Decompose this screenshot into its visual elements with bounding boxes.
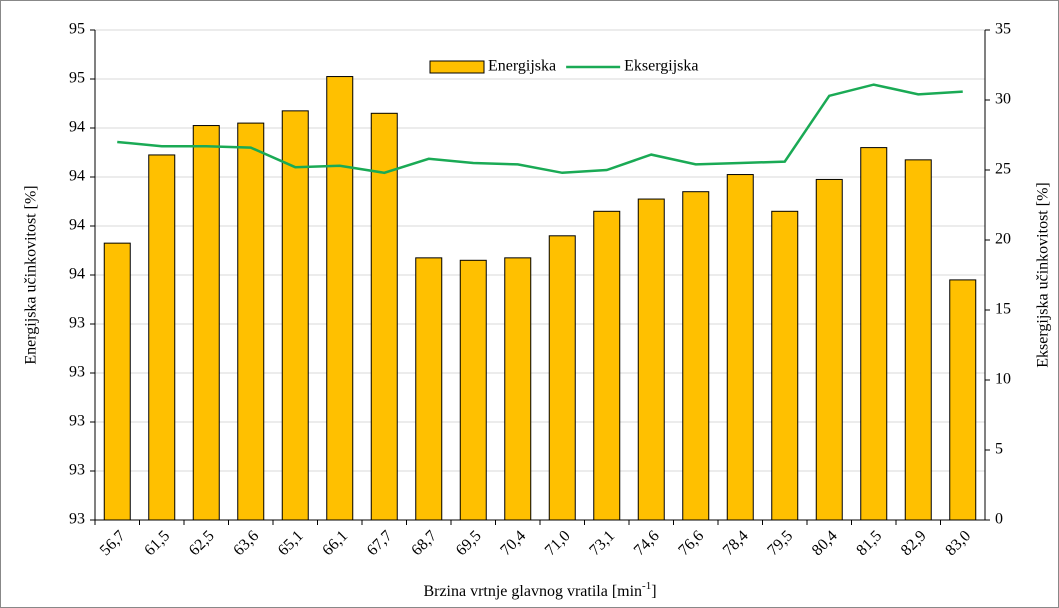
y2-axis-title: Eksergijska učinkovitost [%] <box>1035 182 1052 367</box>
y2-tick-label: 20 <box>995 231 1011 248</box>
bar <box>904 159 932 521</box>
y-tick-label: 94 <box>69 217 85 234</box>
bar <box>148 154 176 521</box>
x-axis-title: Brzina vrtnje glavnog vratila [min-1] <box>423 580 656 600</box>
bar <box>370 112 398 521</box>
bar <box>815 178 843 521</box>
bar <box>326 76 354 521</box>
y-axis-title: Energijska učinkovitost [%] <box>23 185 40 364</box>
bar <box>415 257 443 521</box>
y-tick-label: 95 <box>69 21 85 38</box>
bar <box>548 235 576 521</box>
y-tick-label: 94 <box>69 266 85 283</box>
x-axis-title-text: Brzina vrtnje glavnog vratila [min <box>423 583 642 600</box>
bar <box>726 174 754 521</box>
bar <box>459 259 487 521</box>
bar <box>504 257 532 521</box>
legend-label: Energijska <box>488 58 556 75</box>
bar <box>237 122 265 521</box>
bar <box>593 210 621 521</box>
y-tick-label: 93 <box>69 511 85 528</box>
bar <box>860 147 888 521</box>
y2-tick-label: 25 <box>995 161 1011 178</box>
x-axis-title-sup: -1 <box>642 580 651 592</box>
y-tick-label: 93 <box>69 364 85 381</box>
y-tick-label: 94 <box>69 119 85 136</box>
bar <box>103 242 131 521</box>
y2-tick-label: 15 <box>995 301 1011 318</box>
bar <box>682 191 710 521</box>
y2-tick-label: 35 <box>995 21 1011 38</box>
y2-tick-label: 5 <box>995 441 1003 458</box>
line <box>117 83 963 175</box>
legend-swatch <box>429 60 485 74</box>
y-tick-label: 94 <box>69 168 85 185</box>
bar <box>949 279 977 521</box>
y-tick-label: 93 <box>69 315 85 332</box>
y2-tick-label: 0 <box>995 511 1003 528</box>
bar <box>637 198 665 521</box>
y-tick-label: 93 <box>69 413 85 430</box>
y-tick-label: 93 <box>69 462 85 479</box>
x-axis-title-end: ] <box>651 583 656 600</box>
y2-tick-label: 30 <box>995 91 1011 108</box>
y-tick-label: 95 <box>69 70 85 87</box>
bar <box>192 125 220 521</box>
bar <box>771 210 799 521</box>
bar <box>281 110 309 521</box>
legend-label: Eksergijska <box>624 58 698 75</box>
y2-tick-label: 10 <box>995 371 1011 388</box>
